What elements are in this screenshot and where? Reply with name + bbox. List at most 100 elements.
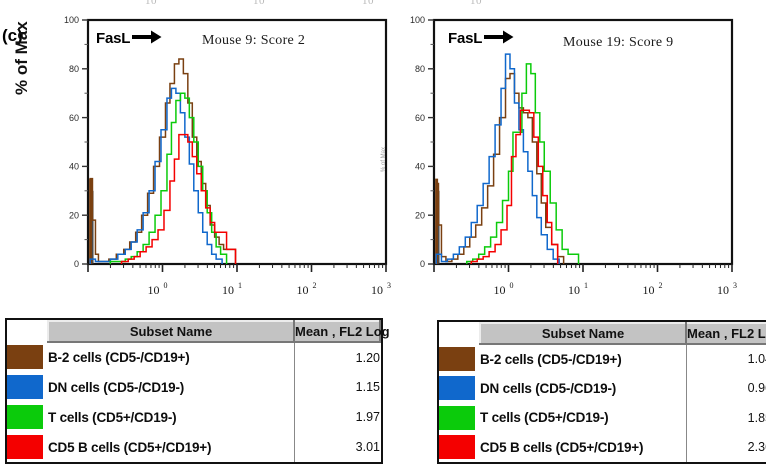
x-tick-exponent-0: 0 (510, 281, 514, 290)
y-axis-title: % of Max (12, 21, 31, 95)
legend-swatch-cell (439, 432, 480, 462)
cutoff-tick-3: 10 (470, 0, 482, 7)
y-tick-label-20: 20 (69, 210, 79, 220)
histogram-plot-mouse-19: 0 20 40 60 80 100 10 0 10 1 10 2 10 3 (408, 12, 738, 307)
y-tick-label-20: 20 (415, 210, 425, 220)
y-tick-label-80: 80 (415, 64, 425, 74)
fasl-marker-label-right: FasL (448, 30, 514, 48)
histogram-curve-b2 (435, 72, 565, 264)
histogram-curve-cd5 (470, 109, 559, 264)
panel-letter: (c) (2, 26, 23, 45)
legend-name-b2-cells: B-2 cells (CD5-/CD19+) (48, 350, 190, 366)
legend-name-t-cells: T cells (CD5+/CD19-) (48, 409, 177, 425)
table-row[interactable]: DN cells (CD5-/CD19-) 0.96 (439, 373, 766, 403)
table-row[interactable]: B-2 cells (CD5-/CD19+) 1.20 (7, 342, 380, 373)
legend-name-cd5-b-cells: CD5 B cells (CD5+/CD19+) (48, 439, 212, 455)
x-tick-exponent-2: 2 (659, 281, 663, 290)
legend-swatch-cell (439, 344, 480, 374)
y-tick-label-100: 100 (410, 15, 425, 25)
y-tick-label-60: 60 (69, 113, 79, 123)
legend-swatch-cell (7, 372, 48, 402)
legend-mean-b2-cells: 1.20 (293, 342, 380, 373)
legend-header-mean: Mean , FL2 Log (685, 322, 766, 345)
x-tick-exponent-0: 0 (164, 281, 168, 290)
legend-header-row: Subset Name Mean , FL2 Log (7, 319, 390, 344)
table-row[interactable]: T cells (CD5+/CD19-) 1.85 (439, 402, 766, 433)
legend-header-mean: Mean , FL2 Log (293, 319, 390, 344)
y-tick-label-80: 80 (69, 64, 79, 74)
legend-name-dn-cells: DN cells (CD5-/CD19-) (48, 379, 185, 395)
legend-table-mouse-19: Subset Name Mean , FL2 Log B-2 cells (CD… (437, 320, 766, 464)
table-row[interactable]: B-2 cells (CD5-/CD19+) 1.04 (439, 343, 766, 374)
histogram-curve-t (466, 63, 580, 264)
histogram-curve-cd5 (120, 133, 237, 264)
x-tick-base-0: 10 (494, 283, 506, 297)
color-swatch-cd5-b-cells (7, 435, 43, 459)
x-tick-base-3: 10 (371, 283, 383, 297)
color-swatch-b2-cells (7, 345, 43, 370)
cutoff-tick-1: 10 (253, 0, 265, 7)
x-tick-exponent-3: 3 (387, 281, 391, 290)
color-swatch-t-cells (7, 405, 43, 430)
legend-mean-dn-cells: 1.15 (293, 372, 380, 403)
table-row[interactable]: DN cells (CD5-/CD19-) 1.15 (7, 372, 380, 403)
histogram-plot-mouse-9: 0 20 40 60 80 100 10 0 10 1 10 2 10 3 (62, 12, 392, 307)
table-row[interactable]: CD5 B cells (CD5+/CD19+) 2.36 (439, 432, 766, 462)
top-cutoff-tick-row: 10 10 10 10 (0, 0, 766, 12)
legend-header-subset-name: Subset Name (47, 319, 295, 344)
fasl-text-right: FasL (448, 30, 483, 47)
cutoff-tick-2: 10 (362, 0, 374, 7)
x-tick-base-0: 10 (148, 283, 160, 297)
legend-swatch-cell (7, 402, 48, 432)
fasl-text-left: FasL (96, 30, 131, 47)
y-tick-label-60: 60 (415, 113, 425, 123)
x-tick-base-1: 10 (568, 283, 580, 297)
x-tick-base-2: 10 (643, 283, 655, 297)
legend-swatch-cell (7, 342, 48, 372)
color-swatch-dn-cells (439, 376, 475, 401)
x-tick-exponent-1: 1 (584, 281, 588, 290)
legend-header-subset-name: Subset Name (479, 322, 687, 345)
legend-name-t-cells: T cells (CD5+/CD19-) (480, 410, 609, 426)
y-tick-label-0: 0 (420, 259, 425, 269)
legend-mean-t-cells: 1.97 (293, 402, 380, 433)
legend-mean-t-cells: 1.85 (685, 402, 766, 433)
legend-mean-b2-cells: 1.04 (685, 343, 766, 374)
legend-mean-cd5-b-cells: 3.01 (293, 432, 380, 462)
legend-swatch-cell (7, 432, 48, 462)
cutoff-tick-0: 10 (145, 0, 157, 7)
y-tick-label-100: 100 (64, 15, 79, 25)
legend-name-cd5-b-cells: CD5 B cells (CD5+/CD19+) (480, 439, 644, 455)
color-swatch-b2-cells (439, 346, 475, 371)
arrow-right-icon-left (132, 30, 162, 48)
x-tick-exponent-1: 1 (238, 281, 242, 290)
histogram-curve-dn (89, 87, 223, 264)
x-tick-exponent-2: 2 (313, 281, 317, 290)
histogram-curve-dn (435, 53, 560, 264)
x-tick-base-3: 10 (717, 283, 729, 297)
x-tick-exponent-3: 3 (733, 281, 737, 290)
legend-mean-cd5-b-cells: 2.36 (685, 432, 766, 462)
arrow-right-icon-right (484, 30, 514, 48)
fasl-marker-label-left: FasL (96, 30, 162, 48)
table-row[interactable]: T cells (CD5+/CD19-) 1.97 (7, 402, 380, 433)
legend-name-b2-cells: B-2 cells (CD5-/CD19+) (480, 351, 622, 367)
side-artifact-text-left: % of Max (381, 146, 387, 172)
y-tick-label-40: 40 (69, 162, 79, 172)
color-swatch-t-cells (439, 405, 475, 430)
color-swatch-dn-cells (7, 375, 43, 400)
legend-swatch-cell (439, 403, 480, 433)
legend-table-mouse-9: Subset Name Mean , FL2 Log B-2 cells (CD… (5, 318, 390, 464)
x-tick-base-2: 10 (297, 283, 309, 297)
legend-header-swatch (7, 321, 48, 343)
plot-title-right: Mouse 19: Score 9 (563, 35, 674, 50)
y-tick-label-40: 40 (415, 162, 425, 172)
legend-header-row: Subset Name Mean , FL2 Log (439, 322, 766, 345)
y-tick-label-0: 0 (74, 259, 79, 269)
color-swatch-cd5-b-cells (439, 435, 475, 460)
legend-header-swatch (439, 323, 480, 344)
table-row[interactable]: CD5 B cells (CD5+/CD19+) 3.01 (7, 432, 380, 462)
legend-mean-dn-cells: 0.96 (685, 373, 766, 403)
x-tick-base-1: 10 (222, 283, 234, 297)
